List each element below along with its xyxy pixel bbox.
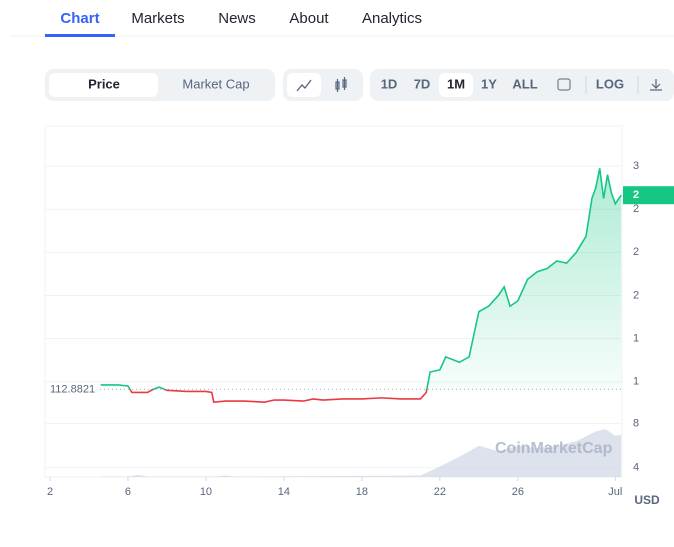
price-area xyxy=(100,168,622,390)
x-tick-label: 10 xyxy=(200,486,212,498)
x-tick-label: 22 xyxy=(434,486,446,498)
tab[interactable]: News xyxy=(218,10,256,27)
price-line xyxy=(100,168,622,404)
x-tick-label: 2 xyxy=(47,486,53,498)
line-icon[interactable] xyxy=(296,79,312,92)
calendar-icon[interactable] xyxy=(557,78,571,91)
volume-tick-label: 4 xyxy=(633,462,639,474)
tab[interactable]: Markets xyxy=(131,10,184,27)
y-tick-label: 1 xyxy=(633,332,639,344)
x-tick-label: 6 xyxy=(125,486,131,498)
download-icon[interactable] xyxy=(650,79,662,91)
range-option[interactable]: 1M xyxy=(447,76,465,91)
x-tick-label: 18 xyxy=(356,486,368,498)
reference-label: 112.8821 xyxy=(50,383,95,395)
tab-underline xyxy=(45,34,115,37)
y-tick-label: 3 xyxy=(633,160,639,172)
watermark: CoinMarketCap xyxy=(495,440,613,457)
range-option[interactable]: 7D xyxy=(414,76,431,91)
type-active xyxy=(287,73,321,97)
toggle-option[interactable]: Price xyxy=(88,76,120,91)
y-tick-label: 1 xyxy=(633,376,639,388)
toggle-active xyxy=(49,73,158,97)
log-toggle[interactable]: LOG xyxy=(596,76,624,91)
currency: USD xyxy=(634,493,660,507)
y-tick-label: 2 xyxy=(633,289,639,301)
x-tick-label: Jul xyxy=(608,486,622,498)
y-tick-label: 2 xyxy=(633,246,639,258)
toggle-option[interactable]: Market Cap xyxy=(182,76,249,91)
range-active xyxy=(439,73,473,97)
tab[interactable]: Analytics xyxy=(362,10,422,27)
range-option[interactable]: ALL xyxy=(512,76,537,91)
volume-tick-label: 8 xyxy=(633,418,639,430)
x-tick-label: 14 xyxy=(278,486,290,498)
volume-area xyxy=(100,429,622,477)
range-option[interactable]: 1D xyxy=(381,76,398,91)
range-option[interactable]: 1Y xyxy=(481,76,497,91)
y-tick-label: 2 xyxy=(633,203,639,215)
tab[interactable]: About xyxy=(289,10,329,27)
last-price-label: 2 xyxy=(633,189,639,201)
tab[interactable]: Chart xyxy=(60,10,99,27)
candle-icon[interactable] xyxy=(335,77,347,92)
x-tick-label: 26 xyxy=(512,486,524,498)
last-price-tag xyxy=(623,186,674,205)
